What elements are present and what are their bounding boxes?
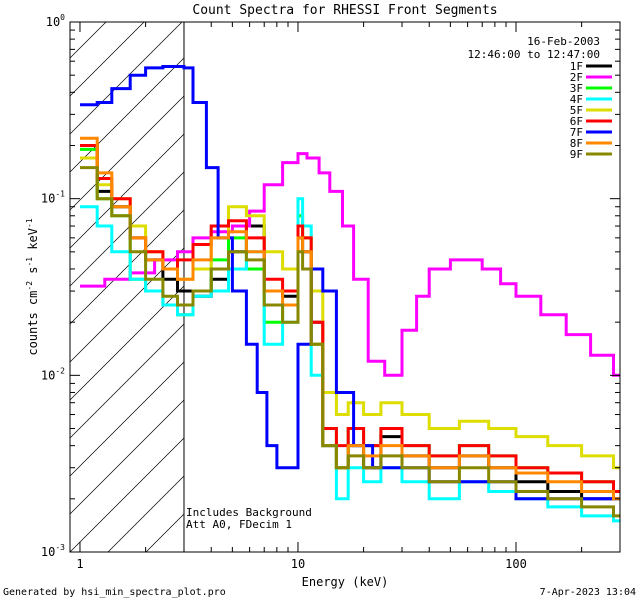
footer-generator: Generated by hsi_min_spectra_plot.pro bbox=[3, 587, 226, 598]
hatch-line bbox=[0, 22, 68, 552]
y-axis-label: counts cm-2 s-1 keV-1 bbox=[25, 218, 40, 355]
chart-title: Count Spectra for RHESSI Front Segments bbox=[192, 3, 497, 18]
legend-date: 16-Feb-2003 bbox=[527, 35, 600, 48]
series-line-8F bbox=[80, 136, 620, 501]
series-line-2F bbox=[80, 152, 620, 377]
series-line-7F bbox=[80, 65, 620, 501]
footer-timestamp: 7-Apr-2023 13:04 bbox=[540, 587, 636, 598]
legend-label-2F: 2F bbox=[570, 71, 583, 84]
legend-label-4F: 4F bbox=[570, 93, 583, 106]
legend-label-5F: 5F bbox=[570, 104, 583, 117]
series-line-4F bbox=[80, 197, 620, 523]
x-tick-label: 1 bbox=[76, 557, 83, 571]
legend-label-3F: 3F bbox=[570, 82, 583, 95]
legend-label-1F: 1F bbox=[570, 60, 583, 73]
legend-label-7F: 7F bbox=[570, 126, 583, 139]
hatch-line bbox=[70, 22, 221, 173]
annotation-attenuator: Att A0, FDecim 1 bbox=[186, 518, 292, 531]
y-tick-label: 10-3 bbox=[41, 543, 65, 559]
hatch-line bbox=[70, 22, 145, 97]
y-tick-label: 10-1 bbox=[41, 190, 65, 206]
x-tick-label: 10 bbox=[291, 557, 305, 571]
plot-frame bbox=[69, 21, 621, 553]
annotation-background: Includes Background bbox=[186, 506, 312, 519]
series-line-9F bbox=[80, 166, 620, 518]
y-tick-label: 10-2 bbox=[41, 366, 65, 382]
legend-label-9F: 9F bbox=[570, 148, 583, 161]
legend-label-8F: 8F bbox=[570, 137, 583, 150]
axis-ticks: 1 10 100 100 10-1 10-2 10-3 bbox=[41, 13, 621, 571]
legend: 16-Feb-2003 12:46:00 to 12:47:00 1F2F3F4… bbox=[468, 35, 612, 161]
y-tick-label: 100 bbox=[46, 13, 65, 29]
hatch-line bbox=[70, 22, 259, 211]
hatch-line bbox=[70, 22, 183, 135]
legend-time-range: 12:46:00 to 12:47:00 bbox=[468, 48, 600, 61]
x-axis-label: Energy (keV) bbox=[302, 575, 389, 589]
series-lines bbox=[80, 65, 620, 523]
legend-label-6F: 6F bbox=[570, 115, 583, 128]
x-tick-label: 100 bbox=[505, 557, 527, 571]
